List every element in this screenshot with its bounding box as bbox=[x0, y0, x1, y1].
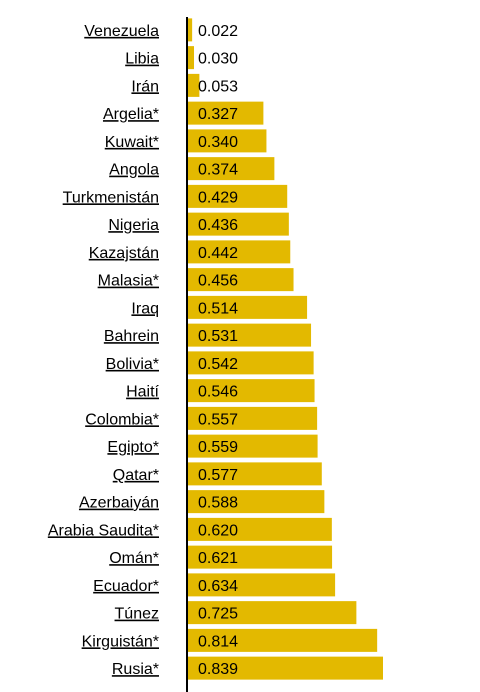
bar-20 bbox=[187, 573, 336, 597]
value-label-23: 0.839 bbox=[198, 661, 238, 678]
category-label-16: Qatar* bbox=[113, 467, 159, 484]
category-label-23: Rusia* bbox=[112, 661, 159, 678]
bar-22 bbox=[187, 628, 378, 652]
bar-16 bbox=[187, 462, 322, 486]
bar-19 bbox=[187, 545, 333, 569]
value-label-6: 0.429 bbox=[198, 189, 238, 206]
value-label-21: 0.725 bbox=[198, 606, 238, 623]
bar-13 bbox=[187, 379, 315, 403]
bar-12 bbox=[187, 351, 314, 375]
bar-21 bbox=[187, 601, 357, 625]
value-label-20: 0.634 bbox=[198, 578, 238, 595]
value-label-14: 0.557 bbox=[198, 411, 238, 428]
value-label-1: 0.030 bbox=[198, 51, 238, 68]
category-label-4: Kuwait* bbox=[105, 134, 159, 151]
category-label-22: Kirguistán* bbox=[82, 633, 159, 650]
bar-9 bbox=[187, 268, 294, 292]
bar-6 bbox=[187, 184, 288, 208]
value-label-15: 0.559 bbox=[198, 439, 238, 456]
value-label-4: 0.340 bbox=[198, 134, 238, 151]
value-label-5: 0.374 bbox=[198, 162, 238, 179]
category-label-19: Omán* bbox=[109, 550, 159, 567]
bar-15 bbox=[187, 434, 318, 458]
category-label-17: Azerbaiyán bbox=[79, 495, 159, 512]
bar-5 bbox=[187, 157, 275, 181]
bar-23 bbox=[187, 656, 383, 680]
value-label-22: 0.814 bbox=[198, 633, 238, 650]
value-label-13: 0.546 bbox=[198, 384, 238, 401]
value-label-10: 0.514 bbox=[198, 300, 238, 317]
bar-0 bbox=[187, 18, 193, 42]
category-label-8: Kazajstán bbox=[89, 245, 159, 262]
category-label-2: Irán bbox=[131, 78, 159, 95]
bar-8 bbox=[187, 240, 291, 264]
value-label-12: 0.542 bbox=[198, 356, 238, 373]
value-label-18: 0.620 bbox=[198, 522, 238, 539]
category-label-14: Colombia* bbox=[85, 411, 159, 428]
bars-group bbox=[187, 18, 383, 680]
bar-14 bbox=[187, 406, 318, 430]
value-label-11: 0.531 bbox=[198, 328, 238, 345]
bar-2 bbox=[187, 73, 200, 97]
value-labels: 0.022 0.030 0.053 0.327 0.340 0.374 0.429 0.436… bbox=[198, 23, 238, 678]
category-label-15: Egipto* bbox=[107, 439, 159, 456]
category-label-7: Nigeria bbox=[108, 217, 159, 234]
value-label-16: 0.577 bbox=[198, 467, 238, 484]
category-label-11: Bahrein bbox=[104, 328, 159, 345]
category-label-20: Ecuador* bbox=[93, 578, 159, 595]
value-label-8: 0.442 bbox=[198, 245, 238, 262]
category-labels: Venezuela Libia Irán Argelia* Kuwait* Angola T… bbox=[48, 23, 160, 678]
bar-3 bbox=[187, 101, 264, 125]
bar-7 bbox=[187, 212, 289, 236]
category-label-18: Arabia Saudita* bbox=[48, 522, 159, 539]
category-label-1: Libia bbox=[125, 51, 159, 68]
bar-1 bbox=[187, 46, 195, 70]
value-label-7: 0.436 bbox=[198, 217, 238, 234]
category-label-21: Túnez bbox=[115, 606, 159, 623]
bar-18 bbox=[187, 517, 332, 541]
category-label-5: Angola bbox=[109, 162, 159, 179]
value-label-19: 0.621 bbox=[198, 550, 238, 567]
value-label-2: 0.053 bbox=[198, 78, 238, 95]
value-label-3: 0.327 bbox=[198, 106, 238, 123]
category-label-12: Bolivia* bbox=[106, 356, 159, 373]
bar-17 bbox=[187, 490, 325, 514]
category-label-10: Iraq bbox=[131, 300, 159, 317]
value-label-17: 0.588 bbox=[198, 495, 238, 512]
category-label-3: Argelia* bbox=[103, 106, 159, 123]
bar-11 bbox=[187, 323, 312, 347]
bar-10 bbox=[187, 295, 308, 319]
category-label-6: Turkmenistán bbox=[63, 189, 159, 206]
value-label-9: 0.456 bbox=[198, 273, 238, 290]
category-label-13: Haití bbox=[126, 384, 159, 401]
category-label-0: Venezuela bbox=[84, 23, 159, 40]
category-label-9: Malasia* bbox=[98, 273, 159, 290]
bar-4 bbox=[187, 129, 267, 153]
value-label-0: 0.022 bbox=[198, 23, 238, 40]
